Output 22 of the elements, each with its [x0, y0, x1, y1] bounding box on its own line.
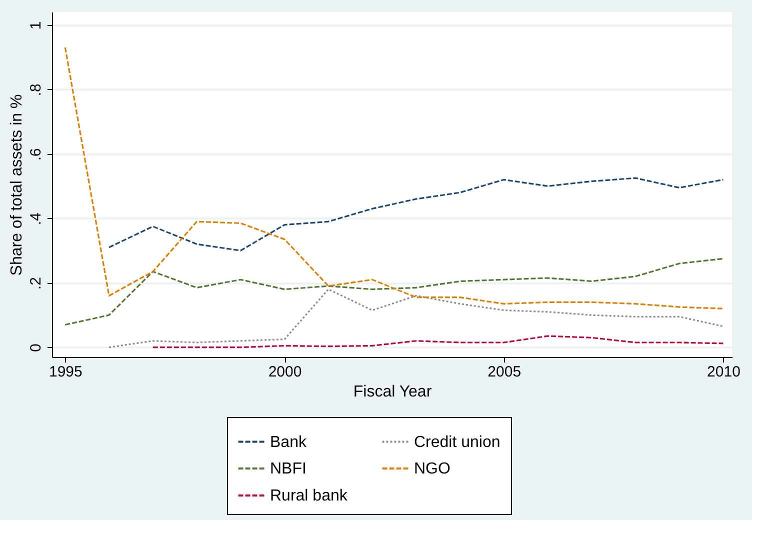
x-axis-title: Fiscal Year — [353, 384, 432, 400]
y-tick-label: .4 — [28, 212, 44, 226]
legend-label: NGO — [414, 460, 450, 478]
line-series — [108, 177, 724, 252]
line-series — [64, 258, 724, 326]
line-series — [152, 335, 724, 348]
y-tick-label: .6 — [28, 148, 44, 161]
legend-label: Credit union — [414, 434, 500, 451]
legend-label: Rural bank — [270, 488, 348, 504]
y-axis-title: Share of total assets in % — [8, 94, 26, 276]
line-series — [108, 288, 724, 348]
x-tick-label: 1995 — [48, 364, 82, 380]
line-series — [64, 46, 724, 310]
y-tick-label: 0 — [28, 344, 44, 352]
y-tick-label: .2 — [28, 277, 44, 290]
x-tick-label: 2000 — [268, 364, 302, 380]
legend-label: Bank — [270, 434, 308, 451]
x-tick-label: 2010 — [707, 364, 740, 380]
legend-label: NBFI — [270, 460, 306, 478]
x-tick-label: 2005 — [488, 364, 522, 380]
y-tick-label: 1 — [28, 21, 44, 30]
y-tick-label: .8 — [28, 84, 44, 96]
